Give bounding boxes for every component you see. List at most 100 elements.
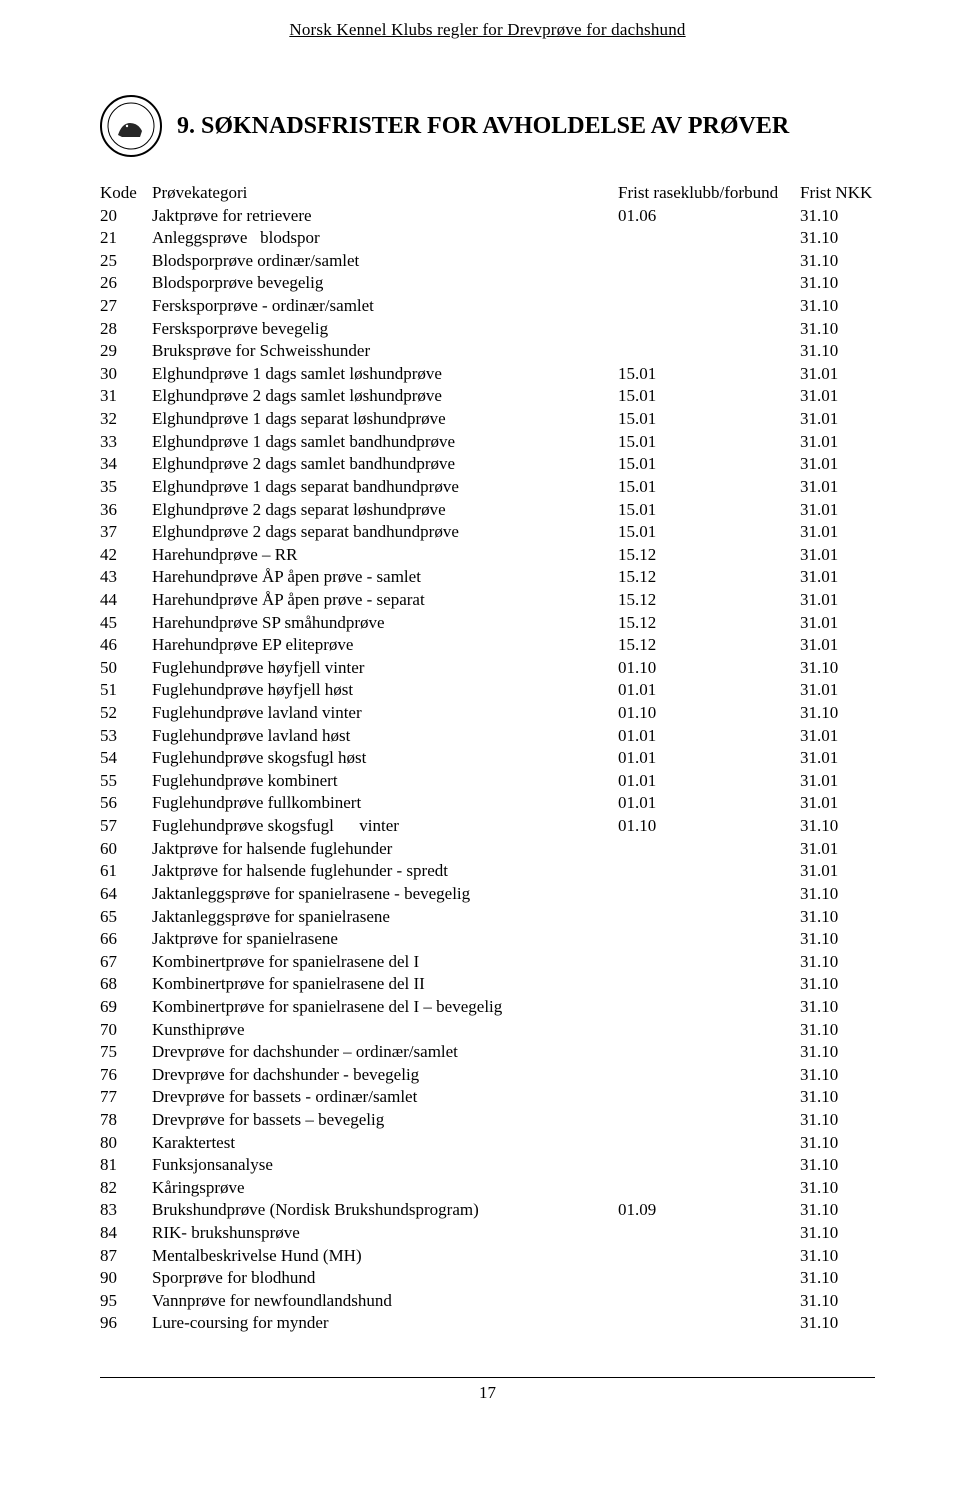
cell-frist-rk <box>618 973 800 996</box>
cell-kategori: Kombinertprøve for spanielrasene del II <box>152 973 618 996</box>
cell-kategori: Drevprøve for bassets – bevegelig <box>152 1109 618 1132</box>
cell-kategori: Blodsporprøve ordinær/samlet <box>152 250 618 273</box>
cell-kode: 43 <box>100 566 152 589</box>
table-row: 37Elghundprøve 2 dags separat bandhundpr… <box>100 521 875 544</box>
cell-frist-rk <box>618 295 800 318</box>
cell-frist-rk: 15.12 <box>618 612 800 635</box>
cell-frist-nkk: 31.01 <box>800 521 880 544</box>
cell-kode: 70 <box>100 1019 152 1042</box>
cell-kode: 46 <box>100 634 152 657</box>
table-row: 56Fuglehundprøve fullkombinert01.0131.01 <box>100 792 875 815</box>
cell-frist-nkk: 31.10 <box>800 1109 880 1132</box>
cell-kategori: Harehundprøve SP småhundprøve <box>152 612 618 635</box>
cell-frist-nkk: 31.01 <box>800 431 880 454</box>
col-header-kode: Kode <box>100 182 152 205</box>
cell-frist-rk: 15.12 <box>618 544 800 567</box>
cell-kode: 65 <box>100 906 152 929</box>
cell-frist-rk <box>618 227 800 250</box>
cell-kode: 25 <box>100 250 152 273</box>
cell-kode: 21 <box>100 227 152 250</box>
table-row: 45Harehundprøve SP småhundprøve15.1231.0… <box>100 612 875 635</box>
cell-frist-nkk: 31.10 <box>800 1222 880 1245</box>
cell-frist-nkk: 31.01 <box>800 792 880 815</box>
cell-kategori: Fuglehundprøve lavland høst <box>152 725 618 748</box>
table-row: 76Drevprøve for dachshunder - bevegelig3… <box>100 1064 875 1087</box>
table-row: 54Fuglehundprøve skogsfugl høst01.0131.0… <box>100 747 875 770</box>
cell-kode: 68 <box>100 973 152 996</box>
table-row: 32Elghundprøve 1 dags separat løshundprø… <box>100 408 875 431</box>
cell-kategori: Karaktertest <box>152 1132 618 1155</box>
page-number: 17 <box>100 1377 875 1403</box>
cell-kode: 50 <box>100 657 152 680</box>
cell-frist-rk <box>618 250 800 273</box>
cell-frist-rk <box>618 318 800 341</box>
cell-kode: 84 <box>100 1222 152 1245</box>
cell-kategori: Harehundprøve – RR <box>152 544 618 567</box>
cell-kode: 83 <box>100 1199 152 1222</box>
cell-kategori: Sporprøve for blodhund <box>152 1267 618 1290</box>
table-row: 69Kombinertprøve for spanielrasene del I… <box>100 996 875 1019</box>
cell-frist-nkk: 31.10 <box>800 815 880 838</box>
cell-kode: 30 <box>100 363 152 386</box>
cell-kategori: Jaktanleggsprøve for spanielrasene - bev… <box>152 883 618 906</box>
cell-kategori: Harehundprøve ÅP åpen prøve - separat <box>152 589 618 612</box>
cell-frist-rk <box>618 1290 800 1313</box>
cell-kategori: Mentalbeskrivelse Hund (MH) <box>152 1245 618 1268</box>
cell-kategori: Elghundprøve 2 dags samlet løshundprøve <box>152 385 618 408</box>
table-row: 33Elghundprøve 1 dags samlet bandhundprø… <box>100 431 875 454</box>
cell-frist-rk: 15.01 <box>618 521 800 544</box>
cell-frist-rk: 01.01 <box>618 747 800 770</box>
cell-kategori: Vannprøve for newfoundlandshund <box>152 1290 618 1313</box>
cell-frist-nkk: 31.10 <box>800 1086 880 1109</box>
cell-kategori: Fuglehundprøve lavland vinter <box>152 702 618 725</box>
table-row: 77Drevprøve for bassets - ordinær/samlet… <box>100 1086 875 1109</box>
cell-frist-rk <box>618 1041 800 1064</box>
cell-frist-rk: 01.10 <box>618 657 800 680</box>
cell-kategori: Fuglehundprøve skogsfugl vinter <box>152 815 618 838</box>
cell-kode: 26 <box>100 272 152 295</box>
page: Norsk Kennel Klubs regler for Drevprøve … <box>0 0 960 1433</box>
cell-frist-rk: 15.01 <box>618 408 800 431</box>
cell-frist-nkk: 31.01 <box>800 725 880 748</box>
cell-kategori: Fersksporprøve bevegelig <box>152 318 618 341</box>
cell-kode: 96 <box>100 1312 152 1335</box>
cell-frist-nkk: 31.01 <box>800 408 880 431</box>
cell-frist-rk: 15.01 <box>618 453 800 476</box>
cell-kategori: Drevprøve for bassets - ordinær/samlet <box>152 1086 618 1109</box>
cell-frist-nkk: 31.01 <box>800 770 880 793</box>
cell-frist-nkk: 31.01 <box>800 589 880 612</box>
table-row: 67Kombinertprøve for spanielrasene del I… <box>100 951 875 974</box>
cell-kategori: Fuglehundprøve høyfjell vinter <box>152 657 618 680</box>
cell-frist-nkk: 31.01 <box>800 612 880 635</box>
cell-frist-nkk: 31.10 <box>800 295 880 318</box>
cell-kode: 27 <box>100 295 152 318</box>
table-row: 68Kombinertprøve for spanielrasene del I… <box>100 973 875 996</box>
cell-kategori: Harehundprøve EP eliteprøve <box>152 634 618 657</box>
table-row: 26Blodsporprøve bevegelig31.10 <box>100 272 875 295</box>
cell-frist-rk <box>618 1086 800 1109</box>
cell-kode: 66 <box>100 928 152 951</box>
cell-kode: 87 <box>100 1245 152 1268</box>
cell-kategori: Elghundprøve 2 dags separat løshundprøve <box>152 499 618 522</box>
table-row: 46Harehundprøve EP eliteprøve15.1231.01 <box>100 634 875 657</box>
table-row: 78Drevprøve for bassets – bevegelig31.10 <box>100 1109 875 1132</box>
table-row: 25Blodsporprøve ordinær/samlet31.10 <box>100 250 875 273</box>
table-row: 87Mentalbeskrivelse Hund (MH)31.10 <box>100 1245 875 1268</box>
cell-kategori: Fuglehundprøve høyfjell høst <box>152 679 618 702</box>
cell-kode: 69 <box>100 996 152 1019</box>
cell-frist-rk: 15.01 <box>618 499 800 522</box>
cell-frist-rk <box>618 272 800 295</box>
cell-kategori: Lure-coursing for mynder <box>152 1312 618 1335</box>
cell-kode: 34 <box>100 453 152 476</box>
table-row: 96Lure-coursing for mynder31.10 <box>100 1312 875 1335</box>
cell-kode: 42 <box>100 544 152 567</box>
cell-kategori: Elghundprøve 1 dags separat løshundprøve <box>152 408 618 431</box>
cell-kategori: Fuglehundprøve skogsfugl høst <box>152 747 618 770</box>
table-row: 31Elghundprøve 2 dags samlet løshundprøv… <box>100 385 875 408</box>
cell-kode: 78 <box>100 1109 152 1132</box>
cell-frist-nkk: 31.10 <box>800 996 880 1019</box>
nkk-logo <box>100 95 162 157</box>
section-number: 9. <box>177 113 195 139</box>
cell-kode: 52 <box>100 702 152 725</box>
table-row: 50Fuglehundprøve høyfjell vinter01.1031.… <box>100 657 875 680</box>
